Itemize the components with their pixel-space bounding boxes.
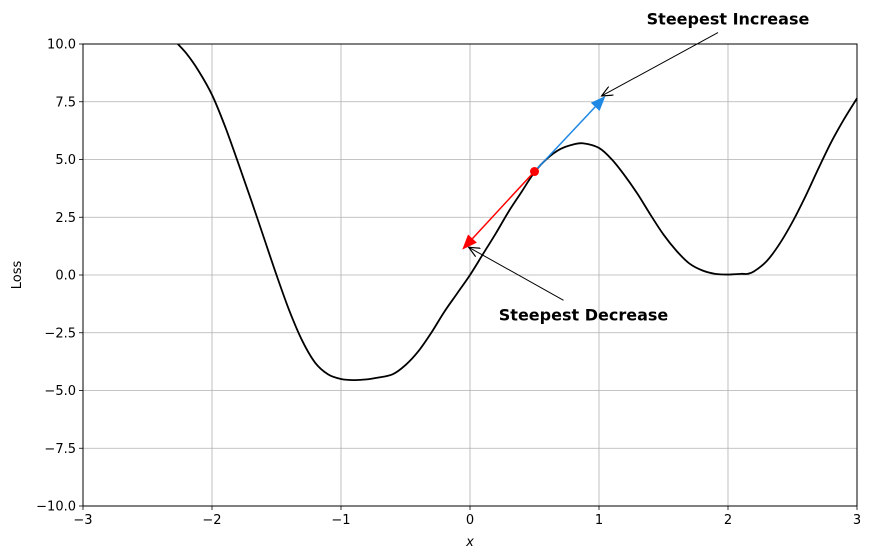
- annotation-steepest-decrease-pointer: [469, 247, 564, 301]
- x-axis-label: x: [465, 535, 474, 550]
- y-tick-label: 7.5: [55, 95, 76, 110]
- x-tick-label: 3: [853, 513, 861, 528]
- gradient-arrows: [462, 95, 606, 250]
- y-tick-label: −5.0: [44, 384, 76, 399]
- annotation-steepest-increase-label: Steepest Increase: [647, 10, 810, 29]
- x-tick-label: 1: [595, 513, 603, 528]
- y-tick-label: −7.5: [44, 442, 76, 457]
- y-axis-label: Loss: [10, 261, 25, 290]
- y-tick-label: −10.0: [36, 500, 76, 515]
- increase-arrow-shaft: [533, 106, 596, 173]
- increase-arrow-head: [590, 95, 606, 112]
- y-tick-label: 2.5: [55, 211, 76, 226]
- x-tick-label: 2: [724, 513, 732, 528]
- x-tick-label: −3: [73, 513, 92, 528]
- annotation-steepest-increase-pointer: [602, 32, 719, 96]
- annotations: Steepest Increase Steepest Decrease: [469, 10, 810, 324]
- x-tick-label: −1: [331, 513, 350, 528]
- x-tick-label: 0: [466, 513, 474, 528]
- axis-ticks: −3 −2 −1 0 1 2 3 −10.0 −7.5 −5.0 −2.5 0.0 2.5 5.0 7.5 1…: [36, 38, 861, 529]
- decrease-arrow-shaft: [471, 171, 536, 240]
- y-tick-label: 0.0: [55, 269, 76, 284]
- loss-curve-layer: [176, 44, 857, 382]
- annotation-steepest-decrease-label: Steepest Decrease: [499, 305, 669, 324]
- y-tick-label: 10.0: [47, 38, 76, 53]
- current-point: [530, 167, 539, 177]
- y-tick-label: 5.0: [55, 153, 76, 168]
- loss-curve: [176, 44, 857, 382]
- y-tick-label: −2.5: [44, 326, 76, 341]
- x-tick-label: −2: [202, 513, 221, 528]
- decrease-arrow-head: [462, 234, 477, 250]
